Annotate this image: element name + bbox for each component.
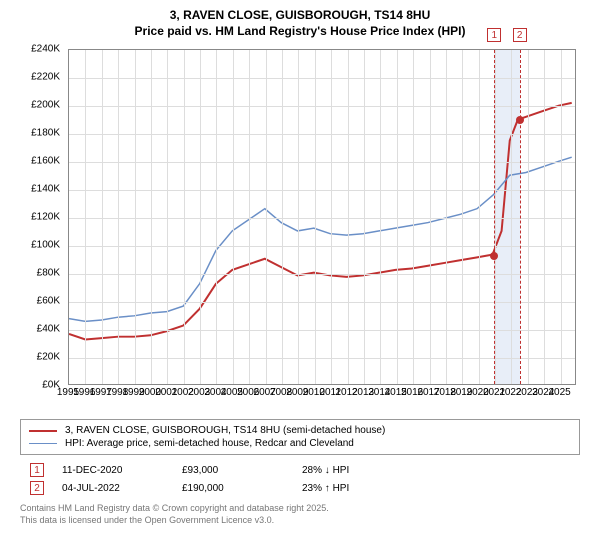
- marker-label-box: 2: [513, 28, 527, 42]
- title-subtitle: Price paid vs. HM Land Registry's House …: [12, 24, 588, 40]
- attribution-line2: This data is licensed under the Open Gov…: [20, 515, 580, 527]
- series-line-hpi: [69, 157, 572, 321]
- footnotes: 1 11-DEC-2020£93,00028% ↓ HPI 2 04-JUL-2022…: [20, 461, 580, 497]
- y-tick-label: £180K: [31, 128, 60, 139]
- legend: 3, RAVEN CLOSE, GUISBOROUGH, TS14 8HU (s…: [20, 419, 580, 455]
- y-tick-label: £20K: [37, 352, 60, 363]
- footnote-price: £93,000: [182, 465, 302, 476]
- footnote-date: 04-JUL-2022: [62, 483, 182, 494]
- marker-dot: [516, 116, 524, 124]
- marker-line: [494, 50, 495, 384]
- footnote-row: 1 11-DEC-2020£93,00028% ↓ HPI: [20, 461, 580, 479]
- y-tick-label: £100K: [31, 240, 60, 251]
- legend-item: HPI: Average price, semi-detached house,…: [29, 437, 571, 450]
- y-tick-label: £80K: [37, 268, 60, 279]
- y-tick-label: £60K: [37, 296, 60, 307]
- line-layer: [69, 50, 575, 384]
- attribution: Contains HM Land Registry data © Crown c…: [20, 503, 580, 526]
- title-address: 3, RAVEN CLOSE, GUISBOROUGH, TS14 8HU: [12, 8, 588, 24]
- y-tick-label: £160K: [31, 156, 60, 167]
- footnote-marker-box: 2: [30, 481, 44, 495]
- y-axis-ticks: £0K£20K£40K£60K£80K£100K£120K£140K£160K£…: [20, 49, 64, 385]
- x-axis-ticks: 1995199619971998199920002001200220032004…: [68, 387, 576, 411]
- legend-label: HPI: Average price, semi-detached house,…: [65, 438, 354, 449]
- legend-swatch: [29, 430, 57, 432]
- y-tick-label: £200K: [31, 100, 60, 111]
- marker-dot: [490, 252, 498, 260]
- y-tick-label: £220K: [31, 72, 60, 83]
- footnote-date: 11-DEC-2020: [62, 465, 182, 476]
- chart-title-block: 3, RAVEN CLOSE, GUISBOROUGH, TS14 8HU Pr…: [12, 8, 588, 39]
- marker-line: [520, 50, 521, 384]
- legend-swatch: [29, 443, 57, 444]
- chart-area: £0K£20K£40K£60K£80K£100K£120K£140K£160K£…: [20, 45, 580, 415]
- marker-label-box: 1: [487, 28, 501, 42]
- plot-region: 12: [68, 49, 576, 385]
- footnote-marker-box: 1: [30, 463, 44, 477]
- footnote-price: £190,000: [182, 483, 302, 494]
- legend-label: 3, RAVEN CLOSE, GUISBOROUGH, TS14 8HU (s…: [65, 425, 385, 436]
- attribution-line1: Contains HM Land Registry data © Crown c…: [20, 503, 580, 515]
- footnote-delta: 28% ↓ HPI: [302, 465, 422, 476]
- y-tick-label: £240K: [31, 44, 60, 55]
- footnote-row: 2 04-JUL-2022£190,00023% ↑ HPI: [20, 479, 580, 497]
- legend-item: 3, RAVEN CLOSE, GUISBOROUGH, TS14 8HU (s…: [29, 424, 571, 437]
- footnote-delta: 23% ↑ HPI: [302, 483, 422, 494]
- y-tick-label: £40K: [37, 324, 60, 335]
- y-tick-label: £120K: [31, 212, 60, 223]
- series-line-price_paid: [69, 103, 572, 340]
- x-tick-label: 2025: [548, 387, 570, 398]
- y-tick-label: £140K: [31, 184, 60, 195]
